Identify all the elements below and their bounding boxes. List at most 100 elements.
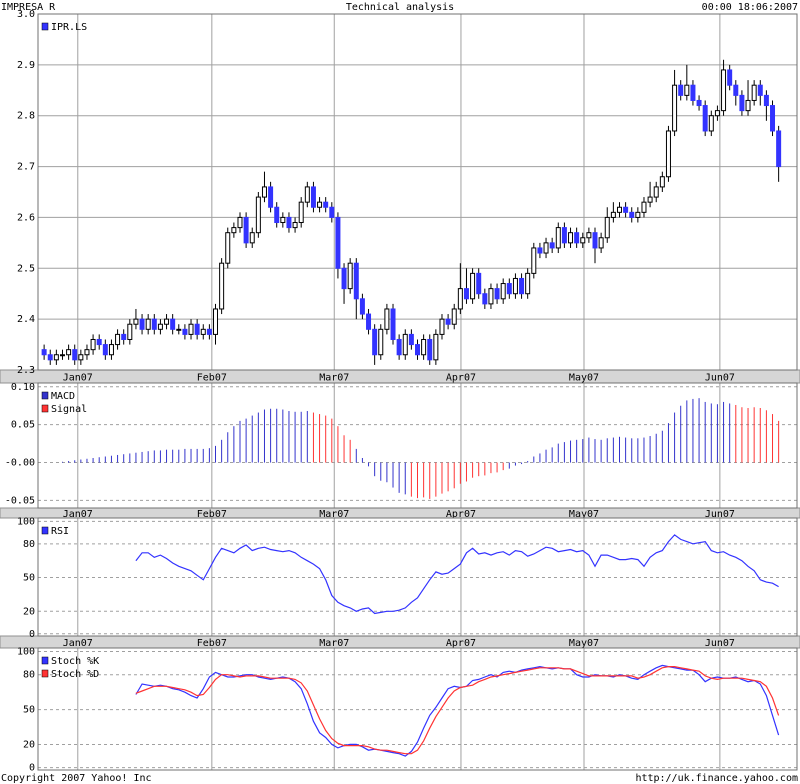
candle-body [213,308,219,335]
candle-body [176,328,182,331]
candle-body [457,288,463,310]
legend-swatch [41,22,49,31]
x-tick-label: Apr07 [446,638,476,649]
candle-body [512,277,518,295]
candle-body [323,201,329,208]
candle-body [763,94,769,107]
legend-swatch [41,391,49,400]
legend-label: Signal [51,404,87,415]
x-tick-label: Mar07 [319,638,349,649]
line-series [135,534,779,615]
candle-body [561,227,567,244]
x-tick-label: Jun07 [705,373,735,384]
candle-body [310,186,316,208]
candle-body [672,84,678,132]
candle-body [433,333,439,361]
candle-body [733,84,739,96]
candle-body [53,354,59,361]
candle-body [243,216,249,244]
candle-body [684,84,690,96]
candle-body [439,318,445,335]
candle-body [616,206,622,213]
candle-body [133,318,139,325]
candle-body [623,206,629,213]
x-axis-band [0,635,800,649]
candle-body [525,272,531,295]
candle-body [353,262,359,300]
candle-body [702,105,708,132]
candle-body [470,272,476,300]
y-tick-label: 20 [23,739,35,750]
candle-body [580,237,586,244]
y-tick-label: 0.05 [11,420,35,431]
footer-copyright: Copyright 2007 Yahoo! Inc [1,773,152,784]
candle-body [280,216,286,224]
candle-body [170,318,176,330]
plot-border [37,382,798,509]
plot-area [38,648,797,770]
candle-body [396,338,402,356]
candle-body [366,313,372,330]
y-tick-label: 20 [23,606,35,617]
line-series [135,664,780,757]
legend-label: MACD [51,391,75,402]
legend-swatch [41,669,49,678]
plot-area [38,14,797,370]
x-tick-label: May07 [569,638,599,649]
x-tick-label: Jan07 [63,509,93,520]
candle-body [304,186,310,203]
y-tick-label: 2.5 [17,263,35,274]
x-tick-label: Jan07 [63,638,93,649]
candle-body [519,277,525,295]
legend-label: Stoch %D [51,669,99,680]
y-tick-label: 2.6 [17,212,35,223]
candle-body [145,318,151,330]
candle-body [84,349,90,356]
candle-body [96,338,102,346]
candle-body [255,196,261,234]
candle-body [488,288,494,305]
candle-body [384,308,390,330]
candle-body [102,344,108,356]
candle-body [421,338,427,356]
candle-body [182,328,188,335]
candle-body [151,318,157,330]
candle-body [335,216,341,269]
legend-swatch [41,404,49,413]
x-axis-band [0,369,800,384]
candle-body [47,354,53,361]
candle-body [268,186,274,208]
x-tick-label: Mar07 [319,509,349,520]
candle-body [390,308,396,340]
candle-body [188,323,194,335]
candle-body [549,242,555,249]
candle-body [721,69,727,112]
legend-swatch [41,656,49,665]
candle-body [678,84,684,96]
candle-body [653,186,659,198]
plot-border [37,647,798,771]
candle-body [347,262,353,290]
x-tick-label: Feb07 [197,509,227,520]
candle-body [641,201,647,213]
candle-body [341,267,347,290]
candle-body [708,115,714,132]
candle-body [751,84,757,101]
candle-body [359,298,365,315]
candle-body [261,186,267,198]
x-axis-band [0,507,800,519]
candle-body [90,338,96,351]
candle-body [298,201,304,224]
x-tick-label: Apr07 [446,509,476,520]
footer-url: http://uk.finance.yahoo.com [635,773,798,784]
candle-body [292,222,298,229]
candle-body [690,84,696,101]
candle-body [225,232,231,264]
y-tick-label: 0 [29,629,35,640]
candle-body [574,232,580,244]
plot-area [38,518,797,636]
candle-body [139,318,145,330]
plot-border [37,13,798,371]
candle-body [770,105,776,132]
y-tick-label: 50 [23,705,35,716]
